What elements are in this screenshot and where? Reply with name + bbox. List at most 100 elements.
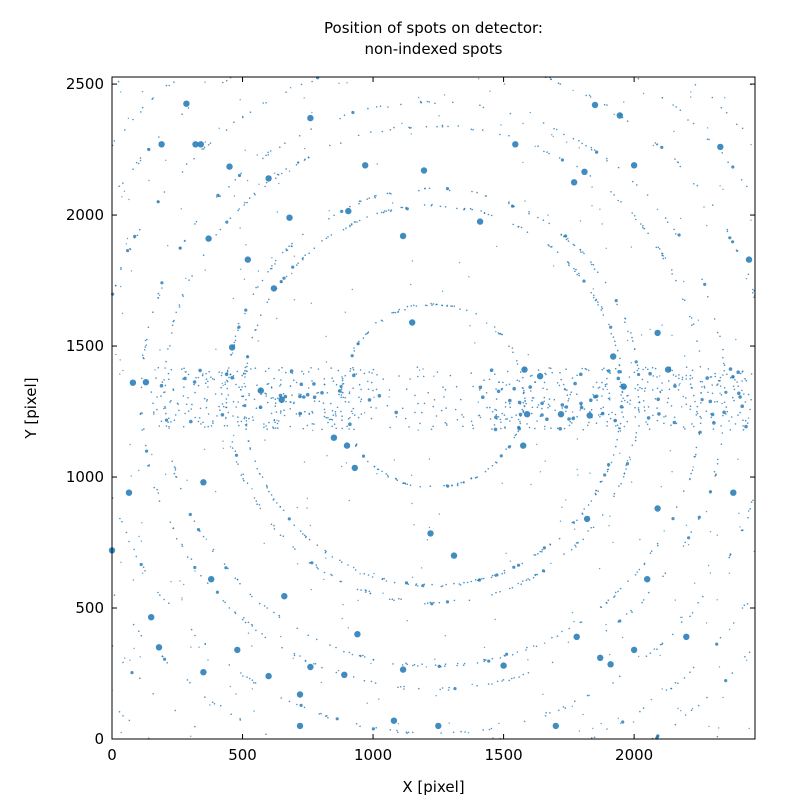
spot-marker [532,576,535,579]
spot-marker [468,276,470,278]
spot-marker [682,395,684,398]
spot-marker [224,566,228,570]
spot-marker [683,633,690,640]
spot-marker [633,371,636,374]
spot-marker [310,128,312,130]
spot-marker [606,420,609,423]
spot-marker [700,392,702,394]
spot-marker [498,722,500,725]
spot-marker [609,325,613,329]
spot-marker [256,154,258,156]
spot-marker [707,295,709,298]
spot-marker [230,353,232,356]
spot-marker [637,396,640,398]
spot-marker [606,160,608,162]
spot-marker [175,537,178,540]
spot-marker [276,397,279,400]
spot-marker [591,101,599,109]
spot-marker [203,146,206,149]
spot-marker [671,369,673,372]
spot-marker [501,482,503,484]
spot-marker [619,385,621,388]
spot-marker [182,395,185,397]
spot-marker [567,417,571,421]
spot-marker [416,585,419,587]
spot-marker [348,651,351,654]
spot-marker [619,381,622,384]
spot-marker [253,710,255,712]
spot-marker [684,355,686,357]
spot-marker [424,187,426,190]
spot-marker [601,223,603,225]
spot-marker [649,652,652,654]
spot-marker [582,251,584,253]
spot-marker [549,405,551,407]
spot-marker [251,488,253,490]
spot-marker [132,579,135,581]
spot-marker [628,456,631,459]
spot-marker [654,505,661,512]
spot-marker [597,490,599,493]
spot-marker [296,627,299,630]
spot-marker [325,335,327,338]
spot-marker [551,661,554,664]
spot-marker [317,368,320,370]
spot-marker [564,405,569,409]
spot-marker [333,423,336,426]
spot-marker [187,410,190,412]
spot-marker [606,369,608,372]
spot-marker [225,401,228,404]
spot-marker [505,418,507,421]
spot-marker [470,372,473,374]
spot-marker [143,357,145,360]
spot-marker [181,545,184,547]
spot-marker [710,413,712,415]
spot-marker [163,407,165,410]
spot-marker [553,127,555,130]
spot-marker [389,210,392,213]
spot-marker [643,227,646,230]
spot-marker [170,581,172,583]
spot-marker [440,585,443,588]
spot-marker [435,695,437,697]
spot-marker [612,682,614,684]
spot-marker [323,578,325,581]
spot-marker [366,198,369,200]
spot-marker [129,443,131,446]
spot-marker [670,405,673,407]
spot-marker [696,184,699,187]
spot-marker [315,564,318,566]
spot-marker [491,574,494,577]
spot-marker [396,479,399,482]
spot-marker [523,389,525,392]
spot-marker [742,428,745,431]
spot-marker [709,531,712,533]
spot-marker [129,659,131,661]
spot-marker [227,394,230,396]
spot-marker [367,460,369,463]
spot-marker [732,396,734,399]
spot-marker [607,463,611,467]
spot-marker [234,453,239,457]
spot-marker [629,458,632,461]
spot-marker [602,314,605,316]
spot-marker [409,484,412,487]
spot-marker [139,228,141,231]
spot-marker [531,399,533,402]
spot-marker [302,533,304,535]
spot-marker [433,601,435,604]
spot-marker [200,574,202,577]
spot-marker [219,409,221,411]
spot-marker [632,721,635,723]
spot-marker [577,474,579,476]
spot-marker [156,488,158,491]
spot-marker [171,460,173,463]
spot-marker [410,126,412,129]
spot-marker [265,154,267,157]
spot-marker [267,151,269,154]
spot-marker [677,233,681,237]
spot-marker [722,410,726,415]
spot-marker [525,579,528,581]
spot-marker [593,268,596,271]
